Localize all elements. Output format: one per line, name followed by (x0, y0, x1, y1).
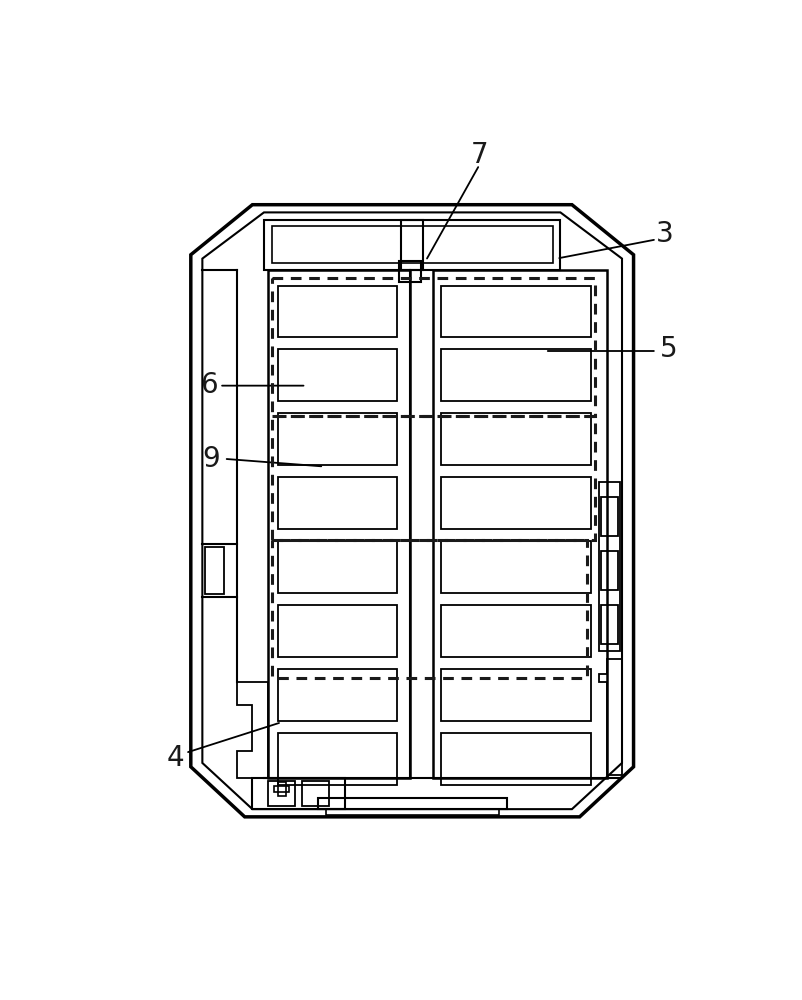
Bar (272, 416, 595, 540)
Bar (272, 540, 587, 678)
Bar (205, 547, 224, 594)
Bar (253, 778, 345, 809)
Bar (277, 733, 397, 785)
Bar (602, 551, 618, 590)
Text: 3: 3 (655, 220, 673, 248)
Bar (268, 270, 411, 778)
Bar (264, 220, 561, 270)
Bar (274, 786, 290, 792)
Bar (318, 798, 507, 809)
Bar (268, 781, 295, 806)
Text: 6: 6 (200, 371, 217, 399)
Bar (399, 261, 421, 282)
Bar (277, 477, 397, 529)
Bar (272, 226, 553, 263)
Bar (441, 605, 591, 657)
Bar (277, 605, 397, 657)
Bar (277, 669, 397, 721)
Bar (441, 349, 591, 401)
Bar (441, 286, 591, 337)
Bar (441, 733, 591, 785)
Bar (441, 413, 591, 465)
Bar (277, 349, 397, 401)
Text: 7: 7 (471, 141, 488, 169)
Bar (441, 541, 591, 593)
Bar (433, 270, 606, 778)
Bar (277, 286, 397, 337)
Bar (326, 809, 499, 815)
Text: 4: 4 (167, 744, 184, 772)
Bar (441, 477, 591, 529)
Bar (602, 605, 618, 644)
Bar (441, 669, 591, 721)
Text: 9: 9 (203, 445, 221, 473)
Bar (277, 782, 286, 796)
Bar (272, 278, 595, 416)
Bar (599, 482, 621, 651)
Bar (401, 220, 423, 270)
Text: 5: 5 (659, 335, 677, 363)
Bar (277, 541, 397, 593)
Bar (302, 781, 330, 806)
Bar (277, 413, 397, 465)
Bar (602, 497, 618, 536)
